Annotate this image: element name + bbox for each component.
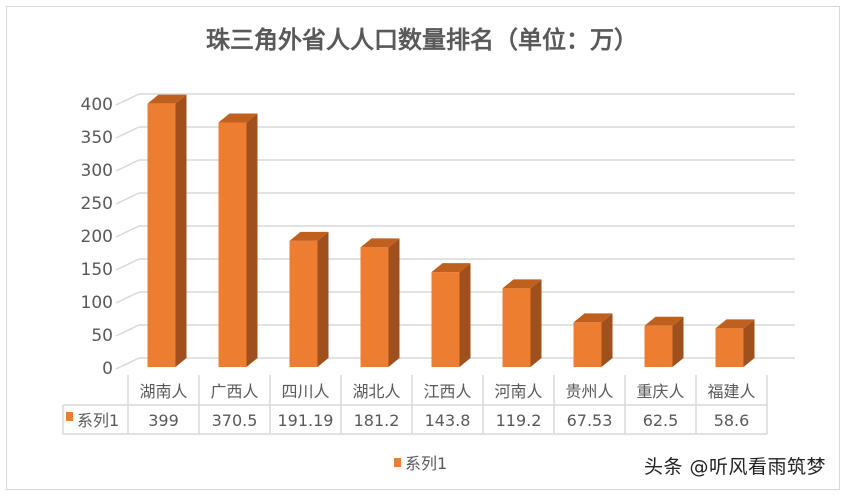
bar-top (360, 238, 400, 248)
gridline-depth (115, 225, 140, 238)
bar-side (672, 316, 684, 367)
y-tick-label: 50 (91, 326, 113, 346)
x-category-label: 湖北人 (352, 382, 400, 401)
bar-top (147, 94, 187, 104)
y-tick-label: 150 (81, 260, 113, 280)
bar (644, 325, 673, 367)
bar (431, 272, 460, 367)
x-category-label: 江西人 (423, 382, 471, 401)
data-label: 58.6 (714, 411, 750, 430)
x-category-label: 四川人 (281, 382, 329, 401)
data-label: 370.5 (212, 411, 258, 430)
gridline-depth (115, 192, 140, 205)
bar-side (743, 319, 755, 367)
bar-top (644, 316, 684, 326)
bar-side (175, 94, 187, 367)
x-category-label: 湖南人 (139, 382, 187, 401)
data-label: 191.19 (278, 411, 334, 430)
y-tick-label: 250 (81, 194, 113, 214)
y-tick-label: 0 (102, 359, 113, 379)
gridline-depth (115, 258, 140, 271)
bar-top (431, 263, 471, 273)
bar (502, 288, 531, 367)
legend-key-table (66, 412, 73, 421)
gridline-depth (115, 324, 140, 337)
legend-key (394, 458, 401, 467)
bar-side (459, 263, 471, 367)
bar (289, 240, 318, 367)
gridline-depth (115, 159, 140, 172)
bar (715, 328, 744, 367)
gridline-depth (115, 291, 140, 304)
x-category-label: 河南人 (494, 382, 542, 401)
legend-label: 系列1 (405, 454, 447, 473)
y-tick-label: 200 (81, 227, 113, 247)
bar-top (218, 113, 258, 123)
chart-title: 珠三角外省人人口数量排名（单位：万） (206, 26, 638, 54)
gridline-depth (115, 357, 140, 370)
x-category-label: 贵州人 (565, 382, 613, 401)
data-label: 119.2 (496, 411, 542, 430)
bar (218, 122, 247, 367)
gridline-depth (115, 126, 140, 139)
bar-top (502, 279, 542, 289)
y-tick-label: 300 (81, 161, 113, 181)
data-label: 62.5 (643, 411, 679, 430)
watermark: 头条 @听风看雨筑梦 (643, 456, 826, 478)
bar (360, 247, 389, 367)
y-tick-label: 100 (81, 293, 113, 313)
x-category-label: 福建人 (707, 382, 755, 401)
y-tick-label: 350 (81, 128, 113, 148)
bar-side (530, 279, 542, 367)
bar-top (289, 231, 329, 241)
x-category-label: 广西人 (210, 382, 258, 401)
table-series-label: 系列1 (77, 411, 119, 430)
data-label: 181.2 (354, 411, 400, 430)
data-label: 67.53 (567, 411, 613, 430)
bar-side (246, 113, 258, 367)
chart-frame (6, 6, 840, 490)
bar-side (601, 313, 613, 367)
bar-top (715, 319, 755, 329)
x-category-label: 重庆人 (636, 382, 684, 401)
bar (147, 103, 176, 367)
bar (573, 322, 602, 367)
gridline-depth (115, 93, 140, 106)
y-tick-label: 400 (81, 95, 113, 115)
data-label: 399 (148, 411, 179, 430)
data-label: 143.8 (425, 411, 471, 430)
bar-side (388, 238, 400, 367)
bar-top (573, 313, 613, 323)
bar-side (317, 231, 329, 367)
